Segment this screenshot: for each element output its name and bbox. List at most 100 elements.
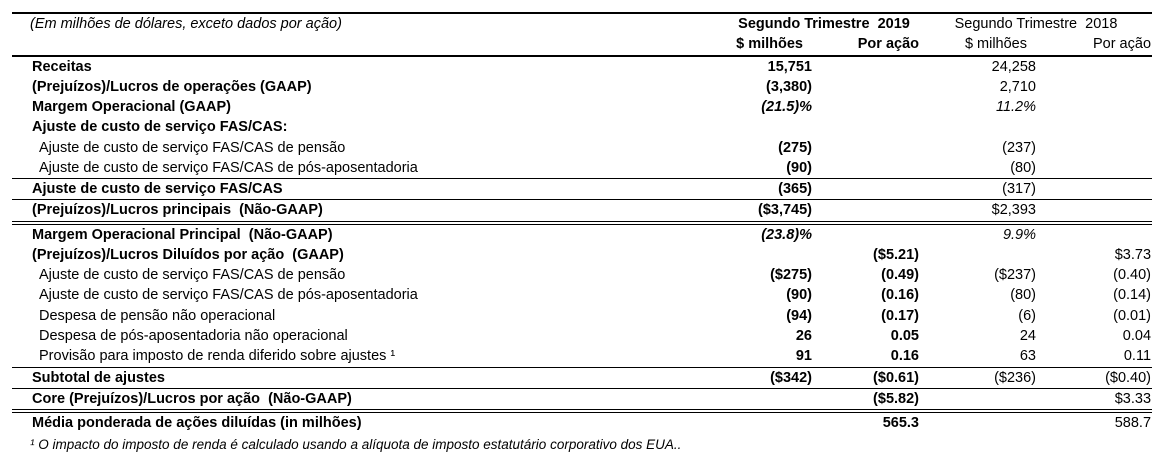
cell-2018-usd-millions: ($237) [994, 267, 1036, 284]
column-group-q2-2018: Segundo Trimestre 2018 [954, 16, 1118, 32]
cell-2018-per-share [1037, 56, 1152, 77]
cell-2019-usd-millions: (23.8)% [761, 226, 812, 243]
units-note: (Em milhões de dólares, exceto dados por… [30, 16, 342, 32]
cell-2018-per-share [1037, 199, 1153, 225]
cell-2019-per-share: ($5.82) [813, 388, 920, 414]
table-row: Ajuste de custo de serviço FAS/CAS de pe… [12, 265, 1152, 285]
table-row: (Prejuízos)/Lucros Diluídos por ação (GA… [12, 245, 1152, 265]
cell-2019-usd-millions: 15,751 [767, 58, 812, 75]
row-label: Ajuste de custo de serviço FAS/CAS: [32, 119, 288, 136]
header-spacer [12, 34, 728, 57]
cell-2019-usd-millions: 91 [728, 346, 813, 368]
table-row: Ajuste de custo de serviço FAS/CAS de pó… [12, 285, 1152, 305]
table-row: Subtotal de ajustes ($342) ($0.61) ($236) ($… [12, 367, 1153, 389]
cell-2019-usd-millions: (275) [778, 139, 812, 156]
cell-2018-per-share: (0.40) [1113, 267, 1152, 284]
row-label: Provisão para imposto de renda diferido … [12, 346, 728, 368]
cell-2018-per-share [1037, 157, 1153, 180]
column-header-per-share-2019: Por ação [813, 34, 920, 57]
cell-2018-usd-millions: 63 [920, 346, 1037, 368]
header-group-row: (Em milhões de dólares, exceto dados por… [12, 13, 1152, 34]
cell-2019-usd-millions: (3,380) [766, 78, 812, 95]
row-label: Receitas [32, 58, 92, 75]
cell-2019-usd-millions: ($3,745) [728, 199, 813, 225]
table-row: (Prejuízos)/Lucros de operações (GAAP) (3… [12, 77, 1152, 97]
cell-2018-per-share: 0.11 [1037, 346, 1153, 368]
cell-2019-usd-millions: (94) [786, 307, 812, 324]
row-label: Despesa de pós-aposentadoria não operaci… [39, 327, 348, 344]
cell-2019-per-share [813, 117, 920, 137]
cell-2019-per-share [813, 56, 920, 77]
tax-footnote: ¹ O impacto do imposto de renda é calcul… [30, 437, 682, 452]
cell-2019-usd-millions [728, 117, 813, 137]
cell-2018-per-share [1037, 178, 1153, 201]
cell-2018-usd-millions: ($236) [920, 367, 1037, 389]
row-label: Ajuste de custo de serviço FAS/CAS de pó… [12, 157, 728, 180]
cell-2018-per-share [1037, 117, 1152, 137]
row-label: (Prejuízos)/Lucros Diluídos por ação (GA… [32, 246, 344, 263]
cell-2019-usd-millions: (365) [728, 178, 813, 201]
column-header-usd-millions-2019: $ milhões [728, 34, 813, 57]
cell-2019-usd-millions: 26 [795, 327, 812, 344]
row-label: Subtotal de ajustes [12, 367, 728, 389]
row-label: Margem Operacional Principal (Não-GAAP) [32, 226, 333, 243]
header-subcolumns-row: $ milhões Por ação $ milhões Por ação [12, 34, 1153, 57]
cell-2018-per-share [1037, 223, 1152, 245]
row-label: Ajuste de custo de serviço FAS/CAS [12, 178, 728, 201]
cell-2018-usd-millions [920, 388, 1037, 414]
cell-2019-per-share [813, 223, 920, 245]
cell-2018-usd-millions: 11.2% [995, 99, 1036, 116]
cell-2018-per-share [1037, 97, 1152, 117]
table-row: Despesa de pensão não operacional (94) (0.… [12, 306, 1152, 326]
cell-2018-per-share: (0.01) [1113, 307, 1152, 324]
cell-2019-per-share: 565.3 [882, 415, 919, 432]
table-row: Receitas 15,751 24,258 [12, 56, 1152, 77]
row-label: Ajuste de custo de serviço FAS/CAS de pe… [39, 267, 346, 284]
cell-2019-per-share: ($5.21) [873, 246, 919, 263]
cell-2018-per-share: ($0.40) [1037, 367, 1153, 389]
column-group-q2-2019: Segundo Trimestre 2019 [738, 16, 910, 32]
cell-2018-per-share: 588.7 [1114, 415, 1152, 432]
cell-2019-usd-millions: ($275) [770, 267, 812, 284]
cell-2019-usd-millions [728, 245, 813, 265]
row-label: (Prejuízos)/Lucros principais (Não-GAAP) [12, 199, 728, 225]
cell-2018-usd-millions: (237) [1002, 139, 1036, 156]
cell-2018-per-share: $3.33 [1037, 388, 1153, 414]
table-row: Provisão para imposto de renda diferido … [12, 346, 1153, 368]
row-label: Ajuste de custo de serviço FAS/CAS de pó… [39, 287, 418, 304]
cell-2018-usd-millions [920, 245, 1037, 265]
row-label: Ajuste de custo de serviço FAS/CAS de pe… [39, 139, 346, 156]
cell-2018-per-share [1037, 77, 1152, 97]
cell-2019-usd-millions [728, 388, 813, 414]
financial-results-table: (Em milhões de dólares, exceto dados por… [12, 12, 1153, 433]
cell-2019-per-share: (0.17) [881, 307, 919, 324]
cell-2019-usd-millions: ($342) [728, 367, 813, 389]
table-row: Ajuste de custo de serviço FAS/CAS de pó… [12, 157, 1153, 180]
table-row: Ajuste de custo de serviço FAS/CAS (365) (… [12, 178, 1153, 201]
table-row: Margem Operacional (GAAP) (21.5)% 11.2% [12, 97, 1152, 117]
cell-2018-usd-millions: 9.9% [1002, 226, 1036, 243]
cell-2018-usd-millions: $2,393 [920, 199, 1037, 225]
cell-2019-per-share [813, 199, 920, 225]
cell-2018-usd-millions: 2,710 [999, 78, 1036, 95]
cell-2018-usd-millions: (6) [1018, 307, 1036, 324]
row-label: Core (Prejuízos)/Lucros por ação (Não-GA… [12, 388, 728, 414]
cell-2019-per-share [813, 77, 920, 97]
table-row: Média ponderada de ações diluídas (in mi… [12, 411, 1152, 433]
cell-2019-per-share: 0.16 [813, 346, 920, 368]
cell-2018-per-share [1037, 138, 1152, 158]
cell-2018-usd-millions: (80) [920, 157, 1037, 180]
cell-2019-per-share: (0.16) [881, 287, 919, 304]
cell-2018-usd-millions: (317) [920, 178, 1037, 201]
row-label: (Prejuízos)/Lucros de operações (GAAP) [32, 78, 312, 95]
cell-2019-per-share: (0.49) [881, 267, 919, 284]
row-label: Despesa de pensão não operacional [39, 307, 276, 324]
column-header-per-share-2018: Por ação [1037, 34, 1153, 57]
row-label: Média ponderada de ações diluídas (in mi… [32, 415, 362, 432]
row-label: Margem Operacional (GAAP) [32, 99, 232, 116]
table-row: (Prejuízos)/Lucros principais (Não-GAAP)… [12, 199, 1153, 225]
cell-2019-usd-millions: (21.5)% [761, 99, 812, 116]
cell-2019-per-share [813, 138, 920, 158]
cell-2019-per-share: ($0.61) [813, 367, 920, 389]
